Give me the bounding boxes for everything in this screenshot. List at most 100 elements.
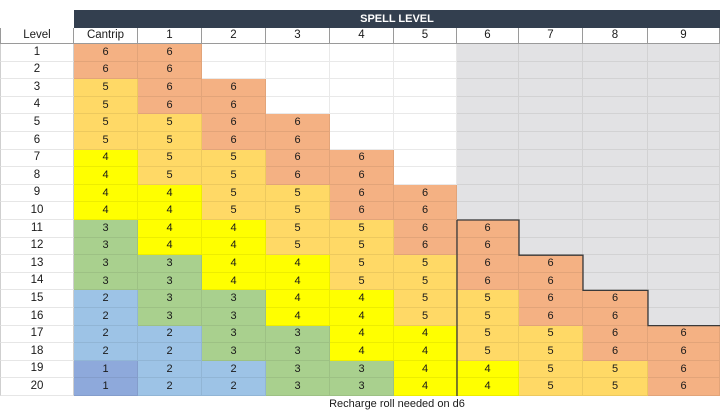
level-cell[interactable]: 17: [0, 325, 74, 344]
recharge-cell[interactable]: 3: [74, 220, 138, 238]
level-cell[interactable]: 1: [0, 44, 74, 62]
level-cell[interactable]: 2: [0, 61, 74, 80]
recharge-cell[interactable]: 6: [266, 149, 330, 168]
recharge-cell[interactable]: 3: [266, 360, 330, 379]
unavailable-cell[interactable]: [457, 96, 519, 115]
unavailable-cell[interactable]: [648, 255, 720, 273]
recharge-cell[interactable]: 3: [266, 325, 330, 344]
unavailable-cell[interactable]: [648, 44, 720, 62]
recharge-cell[interactable]: 5: [457, 308, 519, 326]
recharge-cell[interactable]: 5: [74, 96, 138, 115]
unavailable-cell[interactable]: [583, 184, 648, 203]
empty-cell[interactable]: [266, 61, 330, 80]
empty-cell[interactable]: [202, 61, 266, 80]
spell-level-header-7[interactable]: 7: [519, 28, 583, 44]
unavailable-cell[interactable]: [648, 61, 720, 80]
level-cell[interactable]: 16: [0, 308, 74, 326]
recharge-cell[interactable]: 5: [202, 202, 266, 220]
unavailable-cell[interactable]: [648, 149, 720, 168]
recharge-cell[interactable]: 5: [519, 325, 583, 344]
empty-cell[interactable]: [202, 44, 266, 62]
recharge-cell[interactable]: 6: [266, 132, 330, 150]
recharge-cell[interactable]: 6: [330, 202, 394, 220]
recharge-cell[interactable]: 2: [202, 360, 266, 379]
recharge-cell[interactable]: 6: [74, 44, 138, 62]
spell-level-header-3[interactable]: 3: [266, 28, 330, 44]
unavailable-cell[interactable]: [519, 167, 583, 185]
recharge-cell[interactable]: 6: [394, 184, 457, 203]
recharge-cell[interactable]: 6: [583, 325, 648, 344]
unavailable-cell[interactable]: [648, 237, 720, 256]
recharge-cell[interactable]: 5: [330, 220, 394, 238]
recharge-cell[interactable]: 6: [457, 237, 519, 256]
recharge-cell[interactable]: 6: [519, 255, 583, 273]
unavailable-cell[interactable]: [648, 290, 720, 308]
recharge-cell[interactable]: 2: [74, 290, 138, 308]
empty-cell[interactable]: [330, 96, 394, 115]
recharge-cell[interactable]: 6: [648, 343, 720, 361]
recharge-cell[interactable]: 6: [138, 61, 202, 80]
level-cell[interactable]: 9: [0, 184, 74, 203]
recharge-cell[interactable]: 6: [202, 79, 266, 97]
recharge-cell[interactable]: 3: [74, 255, 138, 273]
level-column-header[interactable]: Level: [0, 28, 74, 44]
unavailable-cell[interactable]: [519, 61, 583, 80]
unavailable-cell[interactable]: [648, 202, 720, 220]
unavailable-cell[interactable]: [519, 220, 583, 238]
unavailable-cell[interactable]: [457, 79, 519, 97]
unavailable-cell[interactable]: [457, 132, 519, 150]
recharge-cell[interactable]: 3: [330, 360, 394, 379]
recharge-cell[interactable]: 6: [394, 220, 457, 238]
empty-cell[interactable]: [330, 61, 394, 80]
recharge-cell[interactable]: 4: [266, 255, 330, 273]
spell-level-header-1[interactable]: 1: [138, 28, 202, 44]
recharge-cell[interactable]: 4: [394, 378, 457, 396]
recharge-cell[interactable]: 5: [202, 167, 266, 185]
recharge-cell[interactable]: 3: [266, 343, 330, 361]
spell-level-header-9[interactable]: 9: [648, 28, 720, 44]
unavailable-cell[interactable]: [519, 44, 583, 62]
spell-level-header-6[interactable]: 6: [457, 28, 519, 44]
unavailable-cell[interactable]: [583, 167, 648, 185]
unavailable-cell[interactable]: [583, 96, 648, 115]
unavailable-cell[interactable]: [583, 132, 648, 150]
unavailable-cell[interactable]: [648, 308, 720, 326]
recharge-cell[interactable]: 6: [74, 61, 138, 80]
unavailable-cell[interactable]: [519, 202, 583, 220]
recharge-cell[interactable]: 3: [202, 325, 266, 344]
recharge-cell[interactable]: 6: [138, 79, 202, 97]
recharge-cell[interactable]: 2: [138, 325, 202, 344]
recharge-cell[interactable]: 5: [266, 184, 330, 203]
recharge-cell[interactable]: 3: [138, 308, 202, 326]
level-cell[interactable]: 5: [0, 114, 74, 132]
unavailable-cell[interactable]: [648, 96, 720, 115]
recharge-cell[interactable]: 4: [457, 378, 519, 396]
recharge-cell[interactable]: 4: [202, 237, 266, 256]
recharge-cell[interactable]: 4: [330, 343, 394, 361]
level-cell[interactable]: 13: [0, 255, 74, 273]
recharge-cell[interactable]: 4: [330, 308, 394, 326]
recharge-cell[interactable]: 3: [138, 290, 202, 308]
recharge-cell[interactable]: 6: [138, 96, 202, 115]
spell-level-header-8[interactable]: 8: [583, 28, 648, 44]
level-cell[interactable]: 4: [0, 96, 74, 115]
recharge-cell[interactable]: 5: [202, 184, 266, 203]
recharge-cell[interactable]: 5: [583, 360, 648, 379]
recharge-cell[interactable]: 3: [330, 378, 394, 396]
recharge-cell[interactable]: 4: [138, 184, 202, 203]
recharge-cell[interactable]: 6: [648, 325, 720, 344]
recharge-cell[interactable]: 6: [394, 202, 457, 220]
recharge-cell[interactable]: 5: [330, 272, 394, 291]
recharge-cell[interactable]: 4: [457, 360, 519, 379]
unavailable-cell[interactable]: [519, 184, 583, 203]
unavailable-cell[interactable]: [583, 79, 648, 97]
recharge-cell[interactable]: 3: [74, 272, 138, 291]
unavailable-cell[interactable]: [519, 79, 583, 97]
recharge-cell[interactable]: 6: [457, 220, 519, 238]
recharge-cell[interactable]: 3: [202, 290, 266, 308]
recharge-cell[interactable]: 6: [202, 96, 266, 115]
unavailable-cell[interactable]: [519, 96, 583, 115]
recharge-cell[interactable]: 5: [138, 149, 202, 168]
recharge-cell[interactable]: 6: [519, 308, 583, 326]
recharge-cell[interactable]: 6: [138, 44, 202, 62]
